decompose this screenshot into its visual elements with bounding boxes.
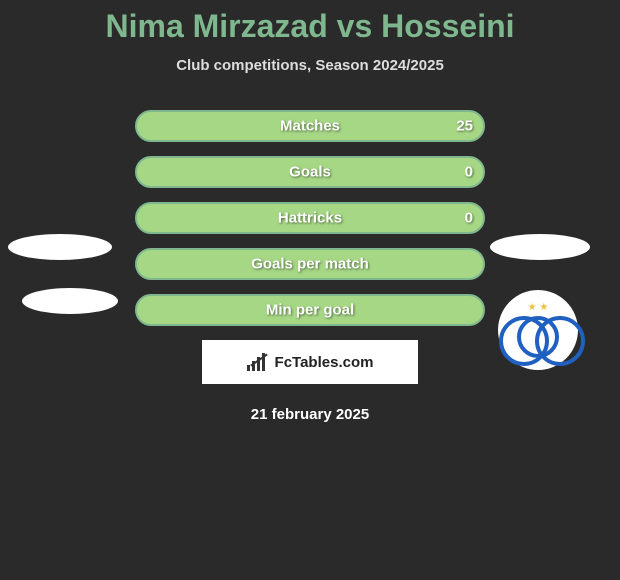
date-label: 21 february 2025 bbox=[0, 406, 620, 423]
stat-row: Hattricks0 bbox=[135, 202, 485, 234]
stat-label: Hattricks bbox=[135, 210, 485, 227]
left-player-shadow-1 bbox=[8, 234, 112, 260]
brand-label: FcTables.com bbox=[275, 354, 374, 371]
stat-label: Min per goal bbox=[135, 302, 485, 319]
stats-area: ★ ★ Matches25Goals0Hattricks0Goals per m… bbox=[0, 110, 620, 326]
stat-value-right: 25 bbox=[456, 118, 473, 135]
stat-row: Goals0 bbox=[135, 156, 485, 188]
stat-label: Goals per match bbox=[135, 256, 485, 273]
stat-row: Min per goal bbox=[135, 294, 485, 326]
bar-chart-icon bbox=[247, 353, 269, 371]
page-title: Nima Mirzazad vs Hosseini bbox=[0, 8, 620, 45]
stat-label: Goals bbox=[135, 164, 485, 181]
club-logo: ★ ★ bbox=[498, 290, 578, 370]
star-icon: ★ ★ bbox=[528, 302, 549, 313]
left-player-shadow-2 bbox=[22, 288, 118, 314]
stat-label: Matches bbox=[135, 118, 485, 135]
stat-row: Goals per match bbox=[135, 248, 485, 280]
right-player-shadow-1 bbox=[490, 234, 590, 260]
stat-row: Matches25 bbox=[135, 110, 485, 142]
stat-value-right: 0 bbox=[465, 164, 473, 181]
rings-icon bbox=[517, 316, 559, 358]
brand-box: FcTables.com bbox=[202, 340, 418, 384]
stat-value-right: 0 bbox=[465, 210, 473, 227]
subtitle: Club competitions, Season 2024/2025 bbox=[0, 57, 620, 74]
